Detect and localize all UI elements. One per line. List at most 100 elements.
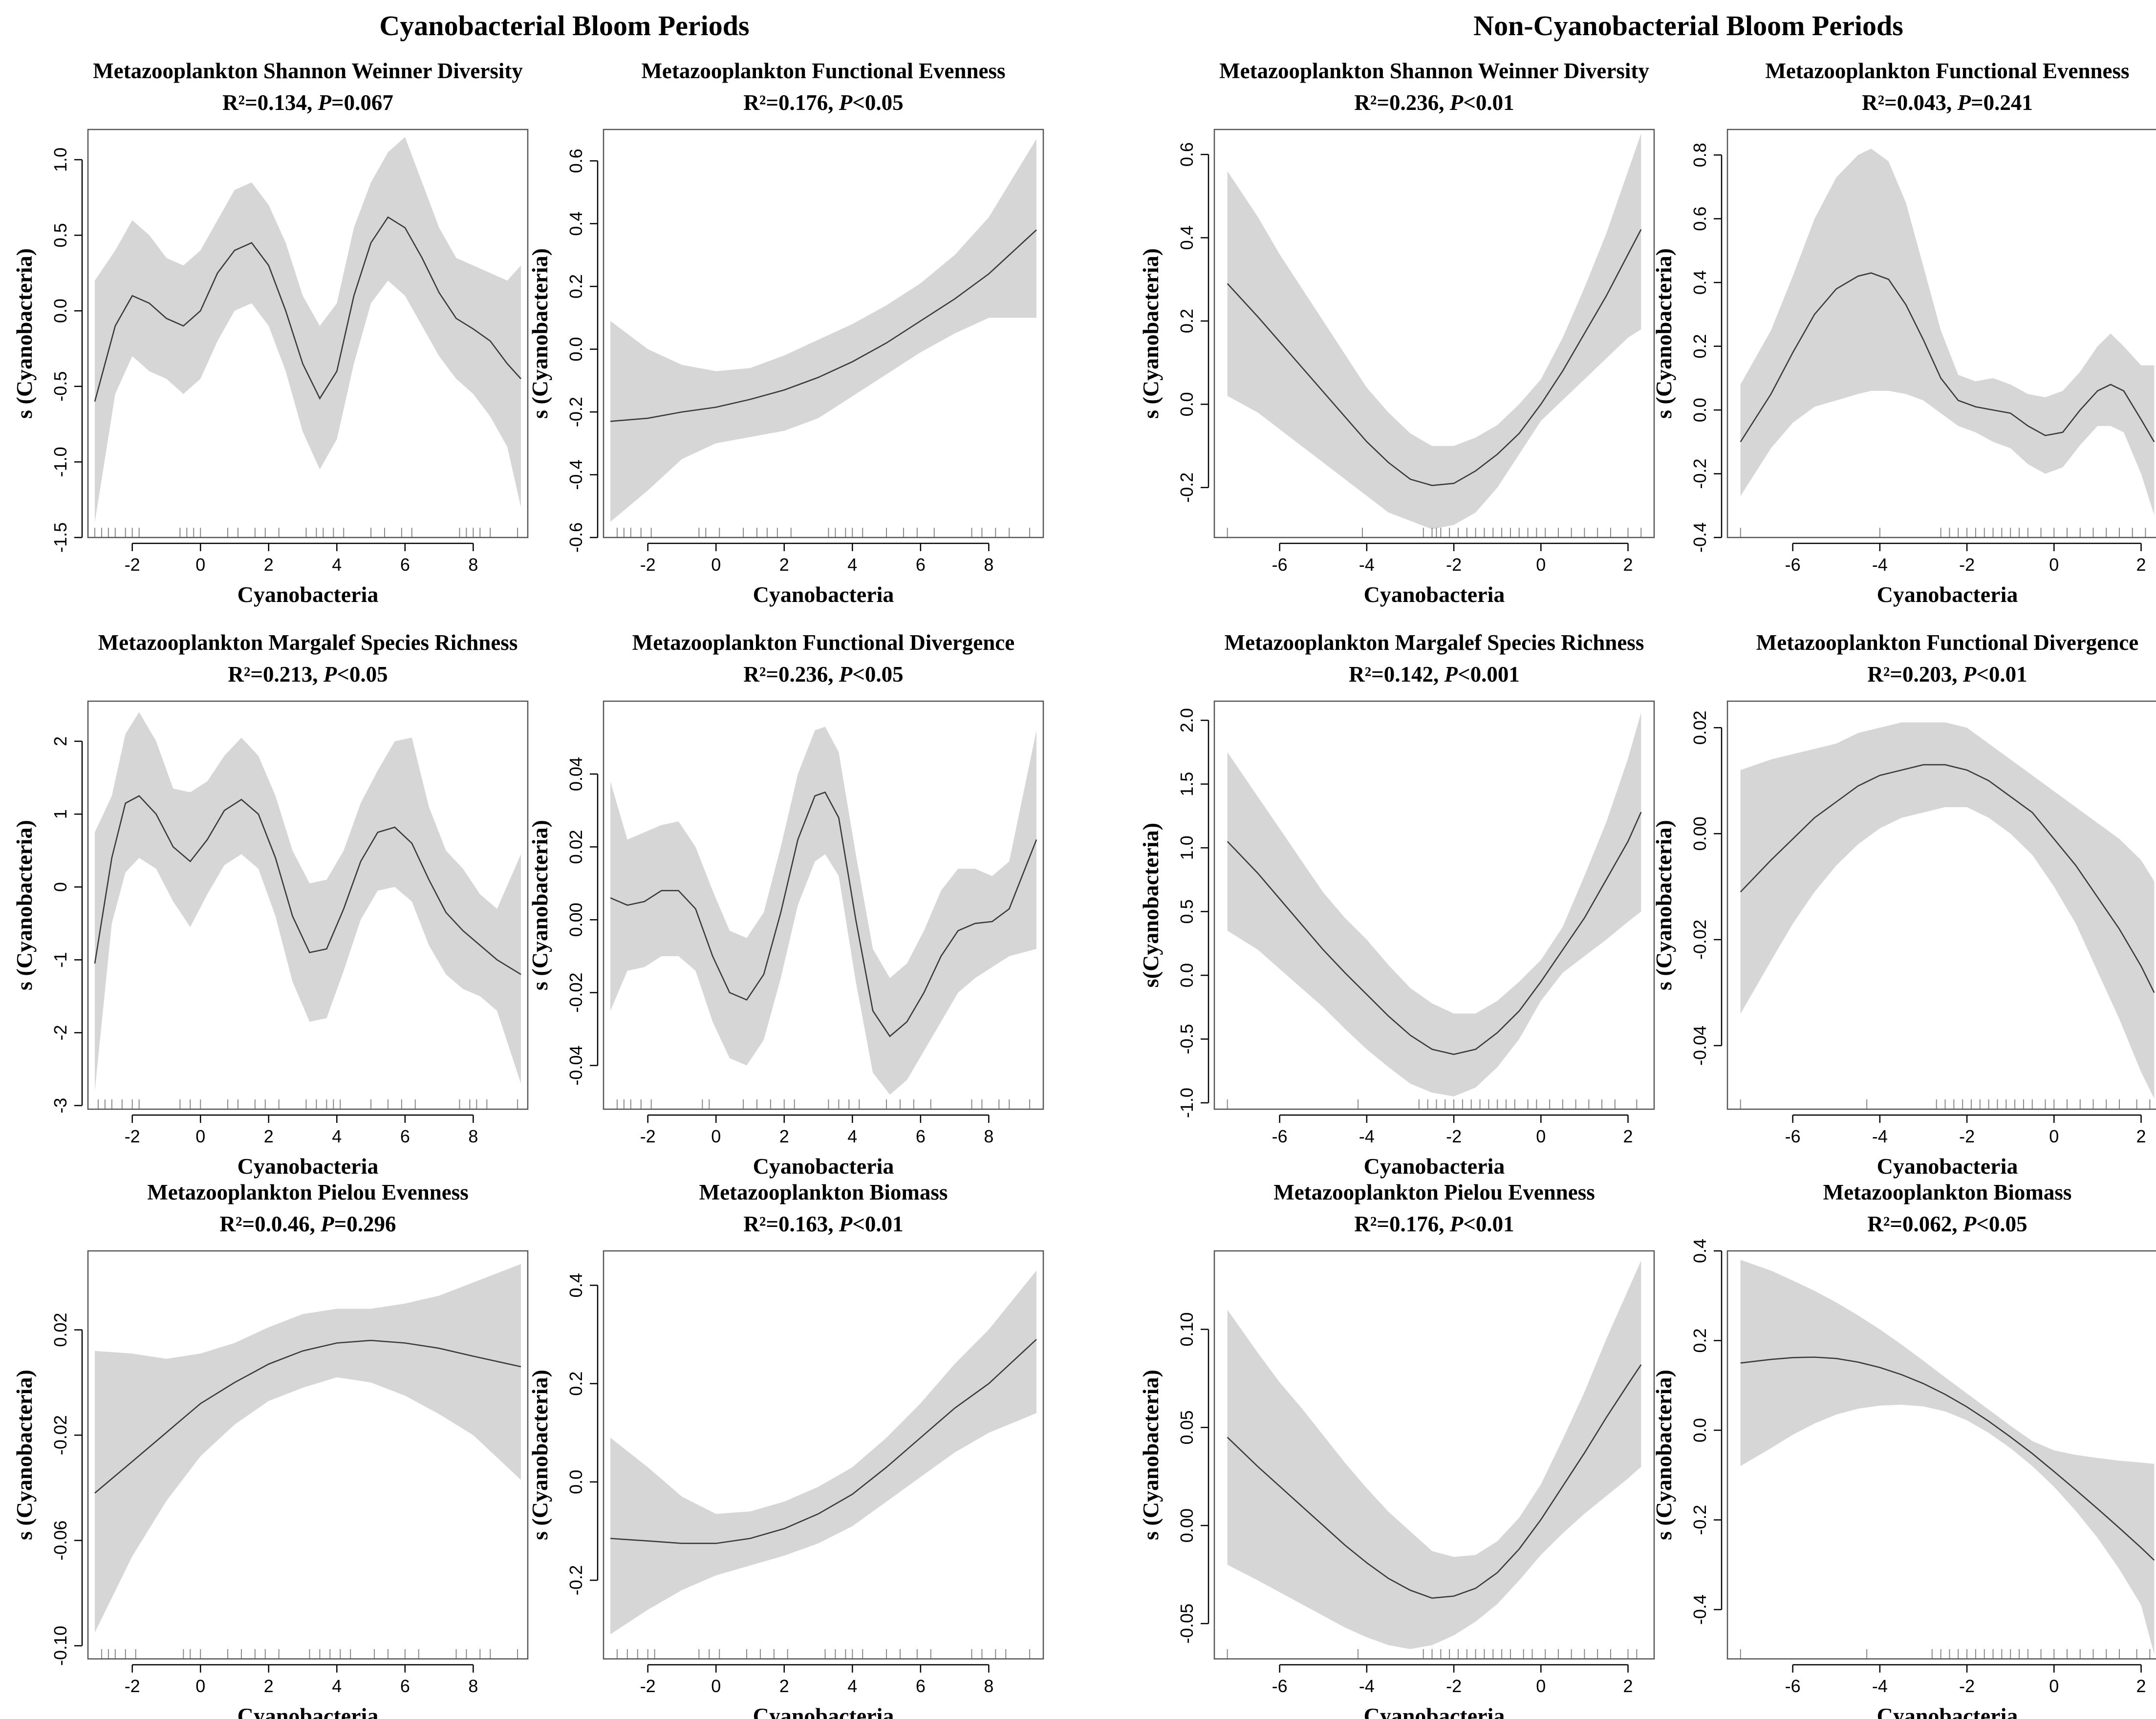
x-tick-label: 2	[779, 555, 789, 575]
y-axis-label: s (Cyanobacteria)	[1138, 248, 1163, 419]
confidence-band	[1227, 712, 1641, 1096]
x-tick-label: -2	[1959, 555, 1975, 575]
stat-p-symbol: P	[317, 90, 331, 115]
stat-p-symbol: P	[1962, 1212, 1977, 1236]
x-axis-label: Cyanobacteria	[1364, 1703, 1505, 1719]
x-tick-label: 4	[847, 1126, 857, 1146]
x-tick-label: 4	[332, 555, 342, 575]
plot-frame	[1726, 1250, 2156, 1660]
y-axis-label: s (Cyanobacteria)	[1651, 248, 1676, 419]
panel-statistics: R²=0.062, P<0.05	[1867, 1212, 2027, 1236]
smooth-fit-line	[1227, 229, 1642, 486]
y-tick-label: 0.4	[566, 1273, 586, 1297]
y-tick-label: 1.5	[1177, 772, 1197, 796]
x-tick-label: -2	[640, 1676, 656, 1696]
stat-p-symbol: P	[839, 1212, 853, 1236]
plot-frame	[87, 700, 529, 1110]
y-tick-label: -0.02	[1690, 920, 1710, 960]
x-tick-label: -2	[125, 1676, 140, 1696]
confidence-band	[610, 727, 1036, 1095]
y-axis-label: s(Cyanobacteria)	[1138, 823, 1163, 988]
y-tick-label: 0.2	[1690, 1328, 1710, 1353]
y-tick-label: 0	[50, 882, 70, 892]
stat-r2: R²=0.043,	[1862, 90, 1957, 115]
y-tick-label: 0.00	[566, 902, 586, 937]
x-tick-label: -2	[125, 1126, 140, 1146]
x-axis-label: Cyanobacteria	[237, 1703, 379, 1719]
panel-title: Metazooplankton Functional Divergence	[1756, 630, 2138, 655]
y-tick-label: -0.2	[566, 397, 586, 427]
y-tick-label: -0.4	[1690, 1594, 1710, 1625]
y-tick-label: 0.2	[1177, 309, 1197, 333]
stat-p-value: <0.01	[1976, 662, 2027, 687]
stat-p-symbol: P	[1957, 90, 1971, 115]
confidence-band	[610, 139, 1036, 522]
x-tick-label: 2	[264, 1126, 274, 1146]
x-tick-label: 2	[2136, 1676, 2146, 1696]
x-tick-label: -6	[1272, 1676, 1288, 1696]
gam-panel-7: Metazooplankton Margalef Species Richnes…	[1138, 630, 1655, 1179]
stat-r2: R²=0.236,	[1354, 90, 1449, 115]
x-tick-label: 0	[195, 555, 205, 575]
y-tick-label: 0.8	[1690, 143, 1710, 167]
x-axis-label: Cyanobacteria	[1877, 582, 2018, 607]
stat-p-value: <0.05	[1976, 1212, 2027, 1236]
x-tick-label: -2	[125, 555, 140, 575]
y-axis-label: s (Cyanobacteria)	[527, 248, 552, 419]
x-tick-label: 8	[468, 555, 478, 575]
y-axis-label: s (Cyanobacteria)	[12, 820, 37, 990]
x-tick-label: 4	[847, 1676, 857, 1696]
y-tick-label: 0.02	[50, 1313, 70, 1347]
smooth-fit-line	[1740, 764, 2155, 993]
x-tick-label: 2	[264, 555, 274, 575]
stat-p-value: =0.067	[331, 90, 393, 115]
y-tick-label: -0.6	[566, 522, 586, 553]
y-tick-label: 0.00	[1690, 817, 1710, 851]
gam-panel-4: Metazooplankton Functional Evenness R²=0.…	[1651, 59, 2156, 607]
x-tick-label: 2	[1623, 1676, 1633, 1696]
panel-statistics: R²=0.163, P<0.01	[743, 1212, 903, 1236]
plot-frame	[87, 1250, 529, 1660]
panel-title: Metazooplankton Shannon Weinner Diversit…	[93, 59, 523, 83]
smooth-fit-line	[610, 229, 1037, 422]
panel-title: Metazooplankton Margalef Species Richnes…	[1225, 630, 1644, 655]
x-tick-label: -4	[1359, 1126, 1375, 1146]
smooth-fit-line	[94, 795, 521, 975]
y-tick-label: 1.0	[50, 148, 70, 172]
smooth-fit-line	[1227, 1364, 1642, 1599]
x-axis-label: Cyanobacteria	[237, 1154, 379, 1179]
y-tick-label: -0.4	[1690, 522, 1710, 553]
plot-frame	[603, 129, 1044, 538]
panel-statistics: R²=0.236, P<0.05	[743, 662, 903, 687]
gam-panel-10: Metazooplankton Biomass R²=0.163, P<0.01 -…	[527, 1180, 1044, 1719]
gam-panel-1: Metazooplankton Shannon Weinner Diversit…	[12, 59, 529, 607]
x-tick-label: 0	[711, 1676, 721, 1696]
y-tick-label: 0.05	[1177, 1410, 1197, 1444]
panel-title: Metazooplankton Pielou Evenness	[1273, 1180, 1595, 1204]
y-tick-label: -0.2	[1690, 1505, 1710, 1535]
x-tick-label: 0	[1536, 1676, 1546, 1696]
y-tick-label: 1	[50, 809, 70, 819]
x-tick-label: -2	[640, 555, 656, 575]
stat-p-value: =0.296	[334, 1212, 396, 1236]
y-tick-label: -2	[50, 1025, 70, 1040]
y-tick-label: -0.2	[1177, 473, 1197, 503]
panel-statistics: R²=0.236, P<0.01	[1354, 90, 1514, 115]
confidence-band	[1740, 149, 2155, 516]
x-tick-label: 8	[468, 1126, 478, 1146]
plot-frame	[603, 1250, 1044, 1660]
stat-p-value: <0.001	[1458, 662, 1520, 687]
x-tick-label: 0	[2049, 555, 2059, 575]
panel-title: Metazooplankton Shannon Weinner Diversit…	[1219, 59, 1649, 83]
gam-panel-8: Metazooplankton Functional Divergence R²=…	[1651, 630, 2156, 1179]
x-axis-label: Cyanobacteria	[237, 582, 379, 607]
plot-frame	[1213, 129, 1655, 538]
plot-frame	[1726, 700, 2156, 1110]
stat-p-symbol: P	[323, 662, 337, 687]
x-tick-label: -6	[1785, 1126, 1801, 1146]
y-tick-label: -3	[50, 1098, 70, 1114]
stat-r2: R²=0.134,	[222, 90, 318, 115]
y-tick-label: 0.6	[566, 149, 586, 173]
y-tick-label: -0.4	[566, 460, 586, 490]
smooth-fit-line	[94, 216, 521, 402]
